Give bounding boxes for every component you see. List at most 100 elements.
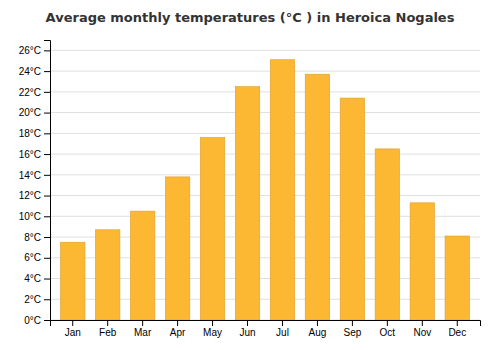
- y-tick-mark: [44, 299, 50, 300]
- y-tick-label: 22°C: [19, 87, 41, 98]
- grid-line: [50, 112, 480, 113]
- x-tick-label: May: [203, 327, 222, 338]
- x-tick-label: Dec: [448, 327, 466, 338]
- y-tick-mark: [44, 154, 50, 155]
- x-tick-label: Nov: [413, 327, 431, 338]
- x-tick-mark: [352, 320, 353, 326]
- x-tick-mark: [387, 320, 388, 326]
- bar: [270, 60, 294, 320]
- y-tick-mark: [44, 216, 50, 217]
- y-axis: 0°C 2°C 4°C 6°C 8°C 10°C 12°C 14°C 16°C 18°C 20°C 2…: [19, 41, 51, 326]
- x-tick-mark: [457, 320, 458, 326]
- y-axis-line: [44, 41, 51, 321]
- y-tick: 20°C: [19, 107, 50, 118]
- x-tick: Jun: [239, 320, 255, 338]
- x-tick-label: Jul: [276, 327, 289, 338]
- x-tick-mark: [212, 320, 213, 326]
- bar: [445, 236, 469, 320]
- y-tick-mark: [44, 258, 50, 259]
- grid-line: [50, 91, 480, 92]
- x-axis-line: [51, 321, 481, 327]
- y-tick: 4°C: [24, 273, 50, 284]
- y-tick: 22°C: [19, 87, 50, 98]
- x-tick: Apr: [170, 320, 186, 338]
- x-axis: Jan Feb Mar Apr May Jun Jul Aug Sep Oct Nov Dec: [51, 320, 481, 338]
- y-tick-mark: [44, 50, 50, 51]
- y-tick: 16°C: [19, 149, 50, 160]
- y-tick-label: 2°C: [24, 294, 41, 305]
- y-tick: 10°C: [19, 211, 50, 222]
- y-tick-label: 24°C: [19, 66, 41, 77]
- grid-line: [50, 195, 480, 196]
- x-tick: Jan: [65, 320, 81, 338]
- x-tick: Nov: [413, 320, 431, 338]
- y-tick-mark: [44, 113, 50, 114]
- bar: [165, 177, 189, 320]
- x-tick-mark: [107, 320, 108, 326]
- x-tick-label: Feb: [99, 327, 117, 338]
- grid-line: [50, 133, 480, 134]
- x-tick: Aug: [309, 320, 327, 338]
- x-tick-label: Mar: [134, 327, 152, 338]
- y-tick: 6°C: [24, 252, 50, 263]
- x-tick-mark: [72, 320, 73, 326]
- x-tick: Jul: [276, 320, 289, 338]
- x-tick-label: Aug: [309, 327, 327, 338]
- bar: [305, 74, 329, 320]
- y-tick-label: 14°C: [19, 170, 41, 181]
- x-tick: Feb: [99, 320, 117, 338]
- grid-line: [50, 174, 480, 175]
- y-tick: 24°C: [19, 66, 50, 77]
- y-tick-mark: [44, 237, 50, 238]
- y-tick-mark: [44, 175, 50, 176]
- y-tick-label: 4°C: [24, 273, 41, 284]
- y-tick-label: 10°C: [19, 211, 41, 222]
- y-tick: 2°C: [24, 294, 50, 305]
- x-tick-label: Jun: [239, 327, 255, 338]
- bar: [95, 230, 119, 320]
- x-tick-mark: [422, 320, 423, 326]
- y-tick: 14°C: [19, 170, 50, 181]
- x-tick-label: Oct: [380, 327, 396, 338]
- bar: [60, 242, 84, 320]
- x-tick: Oct: [380, 320, 396, 338]
- y-tick-label: 8°C: [24, 232, 41, 243]
- y-tick-label: 0°C: [24, 315, 41, 326]
- y-tick-label: 20°C: [19, 107, 41, 118]
- grid-line: [50, 50, 480, 51]
- y-tick-label: 6°C: [24, 252, 41, 263]
- y-tick-mark: [44, 92, 50, 93]
- y-tick: 18°C: [19, 128, 50, 139]
- y-tick-mark: [44, 279, 50, 280]
- y-tick-label: 18°C: [19, 128, 41, 139]
- bars: [60, 60, 469, 320]
- y-tick-mark: [44, 71, 50, 72]
- x-tick: Mar: [134, 320, 152, 338]
- x-tick-label: Jan: [65, 327, 81, 338]
- x-tick-label: Apr: [170, 327, 186, 338]
- y-tick: 8°C: [24, 232, 50, 243]
- bar: [375, 149, 399, 320]
- x-tick: Sep: [343, 320, 361, 338]
- x-tick-mark: [142, 320, 143, 326]
- y-tick: 12°C: [19, 190, 50, 201]
- bar: [340, 98, 364, 320]
- grid-line: [50, 71, 480, 72]
- grid: [50, 50, 480, 320]
- x-tick: Dec: [448, 320, 466, 338]
- x-tick-mark: [247, 320, 248, 326]
- y-tick-label: 26°C: [19, 45, 41, 56]
- bar: [235, 87, 259, 320]
- grid-line: [50, 154, 480, 155]
- y-tick-mark: [44, 320, 50, 321]
- y-tick: 0°C: [24, 315, 50, 326]
- x-tick-label: Sep: [343, 327, 361, 338]
- x-tick-mark: [282, 320, 283, 326]
- bar: [130, 211, 154, 320]
- y-tick-mark: [44, 133, 50, 134]
- x-tick-mark: [177, 320, 178, 326]
- bar: [410, 203, 434, 320]
- x-tick-mark: [317, 320, 318, 326]
- chart: Jan Feb Mar Apr May Jun Jul Aug Sep Oct Nov Dec 0°C 2…: [0, 0, 500, 350]
- x-tick: May: [203, 320, 222, 338]
